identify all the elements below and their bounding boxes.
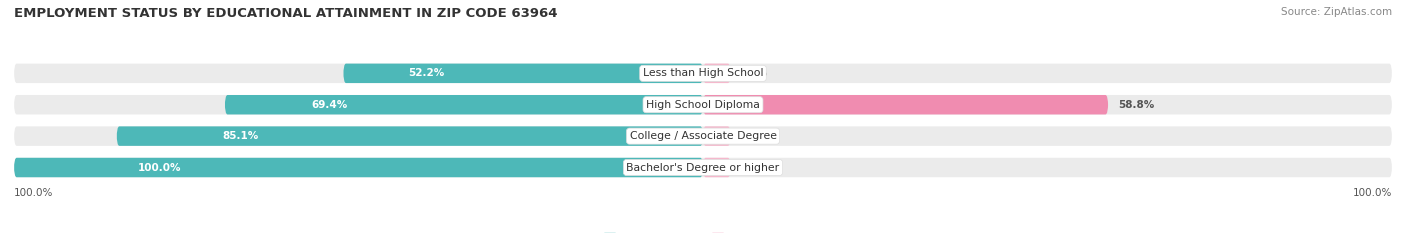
Legend: In Labor Force, Unemployed: In Labor Force, Unemployed (599, 229, 807, 233)
Text: 58.8%: 58.8% (1118, 100, 1154, 110)
Text: 0.0%: 0.0% (741, 68, 768, 78)
FancyBboxPatch shape (14, 158, 703, 177)
FancyBboxPatch shape (703, 95, 1108, 114)
FancyBboxPatch shape (14, 158, 1392, 177)
Text: 0.0%: 0.0% (741, 131, 768, 141)
Text: 100.0%: 100.0% (14, 188, 53, 198)
FancyBboxPatch shape (225, 95, 703, 114)
FancyBboxPatch shape (703, 64, 731, 83)
Text: High School Diploma: High School Diploma (647, 100, 759, 110)
Text: Less than High School: Less than High School (643, 68, 763, 78)
Text: EMPLOYMENT STATUS BY EDUCATIONAL ATTAINMENT IN ZIP CODE 63964: EMPLOYMENT STATUS BY EDUCATIONAL ATTAINM… (14, 7, 558, 20)
FancyBboxPatch shape (117, 126, 703, 146)
Text: Bachelor's Degree or higher: Bachelor's Degree or higher (627, 162, 779, 172)
FancyBboxPatch shape (343, 64, 703, 83)
Text: 100.0%: 100.0% (1353, 188, 1392, 198)
Text: 85.1%: 85.1% (222, 131, 259, 141)
FancyBboxPatch shape (703, 126, 731, 146)
FancyBboxPatch shape (14, 126, 1392, 146)
Text: College / Associate Degree: College / Associate Degree (630, 131, 776, 141)
FancyBboxPatch shape (14, 95, 1392, 114)
Text: 0.0%: 0.0% (741, 162, 768, 172)
Text: 52.2%: 52.2% (408, 68, 444, 78)
FancyBboxPatch shape (703, 158, 731, 177)
Text: 69.4%: 69.4% (311, 100, 347, 110)
FancyBboxPatch shape (14, 64, 1392, 83)
Text: 100.0%: 100.0% (138, 162, 181, 172)
Text: Source: ZipAtlas.com: Source: ZipAtlas.com (1281, 7, 1392, 17)
